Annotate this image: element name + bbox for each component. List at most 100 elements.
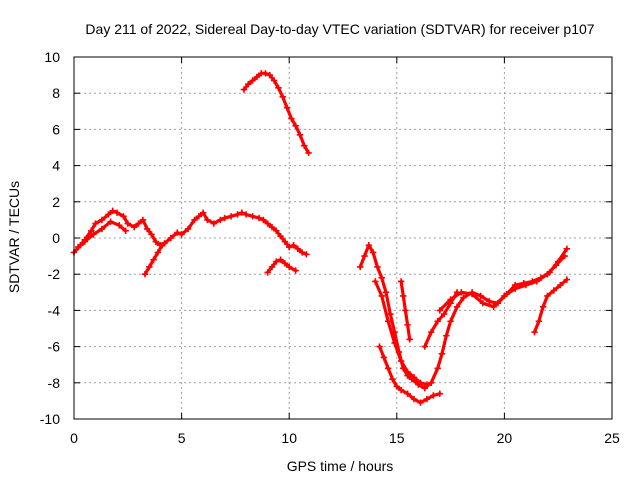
- x-tick-label: 20: [497, 430, 513, 446]
- data-point-marker: [286, 263, 293, 271]
- x-axis-label: GPS time / hours: [287, 458, 394, 474]
- data-point-marker: [273, 258, 280, 265]
- data-point-marker: [279, 93, 286, 101]
- data-point-marker: [535, 318, 543, 325]
- x-tick-label: 0: [70, 430, 78, 446]
- data-point-marker: [296, 131, 304, 139]
- data-point-marker: [443, 332, 450, 339]
- data-point-marker: [294, 245, 302, 253]
- x-tick-label: 25: [604, 430, 620, 446]
- data-point-marker: [290, 242, 297, 249]
- data-point-marker: [557, 281, 564, 289]
- data-point-marker: [98, 216, 106, 224]
- data-series: [70, 70, 571, 406]
- y-tick-label: 8: [52, 85, 60, 101]
- data-point-marker: [199, 209, 207, 216]
- data-point-marker: [221, 214, 228, 222]
- series-line-seg4: [242, 71, 311, 155]
- y-axis-label: SDTVAR / TECUs: [6, 181, 22, 293]
- data-point-marker: [402, 307, 409, 314]
- x-tick-label: 5: [178, 430, 186, 446]
- data-point-marker: [113, 209, 121, 216]
- data-point-marker: [468, 290, 476, 298]
- data-point-marker: [178, 231, 185, 238]
- data-point-marker: [434, 318, 441, 325]
- data-point-marker: [563, 245, 571, 253]
- data-point-marker: [447, 318, 454, 325]
- data-point-marker: [438, 350, 446, 358]
- data-point-marker: [369, 249, 377, 256]
- data-point-marker: [109, 207, 116, 215]
- x-tick-labels: 0 5 10 15 20 25: [70, 430, 620, 446]
- data-point-marker: [406, 336, 413, 343]
- data-point-marker: [550, 287, 558, 294]
- data-point-marker: [423, 395, 431, 403]
- data-point-marker: [92, 220, 99, 227]
- series-line-seg9: [423, 290, 459, 349]
- data-point-marker: [264, 220, 271, 227]
- plot-frame: [73, 56, 613, 420]
- data-point-marker: [460, 294, 467, 301]
- data-point-marker: [511, 285, 519, 292]
- data-point-marker: [477, 292, 484, 300]
- data-point-marker: [391, 339, 398, 347]
- data-point-marker: [397, 386, 405, 394]
- data-point-marker: [81, 238, 88, 245]
- data-point-marker: [440, 310, 448, 318]
- data-point-marker: [146, 263, 153, 271]
- data-point-marker: [90, 231, 97, 238]
- data-point-marker: [490, 303, 497, 310]
- data-point-marker: [262, 70, 269, 77]
- data-point-marker: [283, 104, 291, 111]
- data-point-marker: [131, 223, 138, 231]
- data-point-marker: [234, 211, 241, 218]
- data-point-marker: [397, 278, 405, 285]
- y-tick-label: 0: [52, 230, 60, 246]
- data-point-marker: [410, 374, 418, 381]
- data-point-marker: [533, 278, 540, 285]
- data-point-marker: [400, 292, 407, 300]
- data-point-marker: [277, 256, 284, 263]
- data-point-marker: [253, 73, 261, 81]
- data-point-marker: [421, 385, 428, 392]
- data-point-marker: [376, 343, 383, 350]
- data-point-marker: [430, 392, 437, 399]
- data-point-marker: [434, 365, 441, 372]
- data-point-marker: [150, 256, 157, 263]
- data-point-marker: [298, 249, 306, 256]
- data-point-marker: [305, 149, 312, 157]
- data-point-marker: [453, 303, 461, 310]
- data-point-marker: [286, 243, 293, 251]
- data-point-marker: [148, 231, 155, 238]
- data-point-marker: [544, 271, 551, 278]
- data-point-marker: [458, 289, 465, 296]
- chart-title: Day 211 of 2022, Sidereal Day-to-day VTE…: [85, 21, 594, 37]
- data-point-marker: [404, 390, 411, 397]
- data-point-marker: [417, 379, 424, 386]
- x-tick-label: 10: [281, 430, 297, 446]
- data-point-marker: [135, 220, 142, 227]
- data-point-marker: [301, 142, 308, 149]
- data-point-marker: [255, 214, 263, 222]
- data-point-marker: [105, 211, 112, 218]
- data-point-marker: [361, 252, 368, 260]
- y-tick-label: 2: [52, 194, 60, 210]
- data-point-marker: [561, 252, 568, 260]
- data-point-marker: [75, 243, 82, 251]
- data-point-marker: [288, 115, 295, 122]
- data-point-marker: [292, 122, 299, 129]
- data-point-marker: [522, 281, 530, 289]
- data-point-marker: [552, 261, 560, 269]
- data-point-marker: [544, 292, 551, 300]
- data-point-marker: [122, 227, 129, 234]
- data-point-marker: [270, 77, 278, 84]
- data-point-marker: [397, 357, 405, 365]
- data-point-marker: [387, 310, 394, 318]
- data-point-marker: [563, 276, 571, 283]
- series-line-seg5: [358, 243, 569, 390]
- data-point-marker: [249, 77, 256, 84]
- y-tick-label: -8: [48, 375, 61, 391]
- data-point-marker: [428, 328, 435, 336]
- data-point-marker: [365, 242, 373, 249]
